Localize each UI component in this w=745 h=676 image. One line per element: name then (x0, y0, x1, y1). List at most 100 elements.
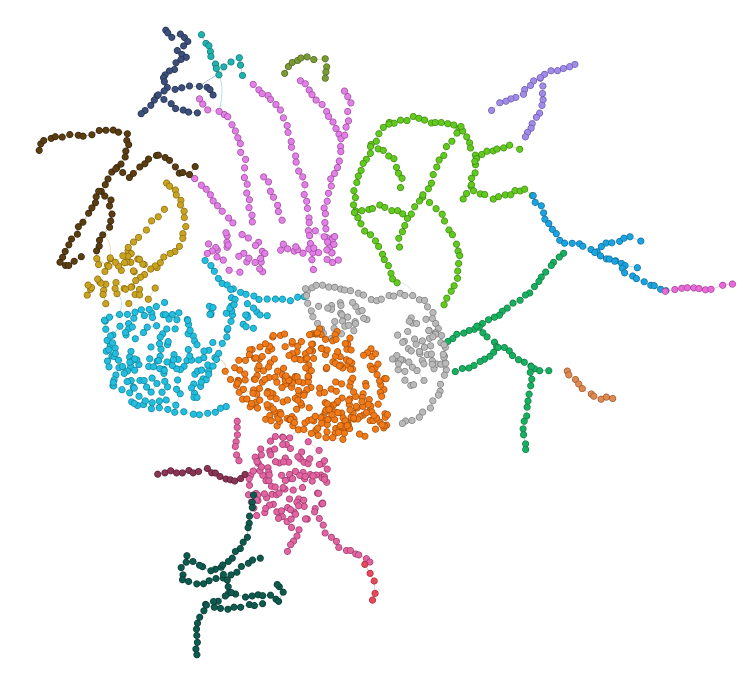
graph-node-c04 (236, 140, 244, 148)
graph-node-c07 (431, 118, 439, 127)
graph-node-c11 (146, 355, 154, 363)
graph-node-c11 (147, 388, 155, 396)
graph-node-c13 (451, 368, 459, 376)
graph-node-c11 (118, 362, 127, 371)
graph-node-c11 (152, 303, 160, 311)
graph-node-c11 (205, 370, 213, 378)
graph-node-c19 (279, 588, 287, 596)
graph-node-c15 (334, 409, 342, 417)
graph-node-c11 (164, 405, 172, 413)
graph-node-c13 (519, 425, 527, 433)
graph-node-c19 (205, 577, 213, 585)
graph-node-c07 (390, 155, 398, 163)
graph-node-c07 (463, 133, 471, 141)
graph-node-c09 (561, 239, 569, 247)
graph-node-c16 (278, 507, 286, 515)
graph-node-c16 (279, 440, 287, 449)
graph-node-c16 (294, 453, 302, 461)
graph-node-c04 (292, 152, 300, 160)
graph-node-c04 (248, 218, 256, 226)
graph-node-c05 (40, 136, 48, 145)
graph-node-c04 (284, 245, 292, 253)
graph-node-c11 (211, 408, 219, 416)
graph-node-c04 (309, 266, 317, 274)
graph-node-c19 (237, 603, 245, 611)
graph-node-c15 (278, 384, 286, 392)
graph-node-c16 (335, 543, 343, 552)
graph-node-c04 (225, 266, 233, 274)
graph-node-c14 (575, 380, 583, 388)
graph-node-c15 (300, 391, 308, 399)
graph-node-c16 (293, 532, 301, 540)
graph-node-c11 (143, 383, 151, 391)
graph-node-c09 (541, 215, 549, 223)
graph-node-c05 (105, 202, 114, 210)
graph-node-c04 (303, 204, 311, 212)
graph-node-c16 (279, 484, 287, 492)
graph-node-c11 (223, 333, 231, 341)
graph-node-c11 (184, 316, 192, 324)
graph-node-c11 (189, 410, 197, 418)
graph-node-c04 (237, 148, 245, 156)
graph-node-c12 (351, 320, 360, 328)
graph-node-c15 (226, 375, 235, 384)
graph-node-c13 (536, 367, 544, 375)
graph-node-c04 (276, 106, 284, 114)
graph-node-c07 (443, 294, 451, 302)
graph-node-c16 (295, 502, 303, 510)
graph-node-c11 (102, 325, 110, 333)
graph-node-c07 (350, 187, 358, 195)
graph-node-c15 (323, 364, 331, 372)
graph-node-c05 (101, 181, 109, 189)
graph-node-c07 (393, 279, 401, 287)
graph-node-c07 (440, 301, 448, 309)
graph-node-c05 (107, 196, 115, 204)
graph-node-c01 (150, 96, 158, 104)
graph-node-c11 (249, 324, 257, 332)
graph-node-c12 (398, 419, 406, 428)
graph-node-c04 (305, 219, 313, 227)
graph-node-c11 (197, 378, 205, 386)
graph-node-c16 (289, 486, 297, 494)
graph-node-c11 (171, 408, 179, 416)
graph-node-c15 (318, 419, 326, 427)
graph-node-c16 (271, 432, 279, 441)
graph-node-c11 (121, 328, 130, 337)
graph-node-c01 (160, 87, 168, 95)
graph-node-c15 (358, 398, 366, 406)
graph-node-c13 (525, 390, 533, 398)
graph-node-c19 (224, 605, 232, 613)
graph-node-c15 (305, 347, 314, 355)
graph-node-c17 (203, 464, 211, 473)
graph-node-c05 (104, 175, 112, 183)
graph-node-c11 (153, 322, 161, 330)
graph-node-c12 (346, 287, 355, 295)
graph-node-c19 (185, 577, 193, 586)
graph-node-c19 (216, 604, 225, 612)
graph-node-c15 (253, 404, 262, 412)
graph-node-c15 (323, 346, 331, 354)
graph-node-c06 (148, 217, 156, 225)
graph-node-c05 (125, 141, 133, 149)
graph-node-c19 (248, 556, 257, 564)
graph-node-c16 (319, 500, 327, 508)
graph-node-c05 (119, 168, 127, 177)
graph-node-c15 (269, 331, 277, 340)
graph-node-c11 (131, 335, 139, 343)
graph-node-c12 (325, 283, 333, 291)
graph-node-c12 (436, 380, 445, 388)
graph-node-c11 (169, 356, 177, 364)
graph-node-c11 (105, 346, 113, 354)
graph-node-c15 (256, 396, 264, 404)
graph-node-c04 (269, 193, 278, 201)
graph-node-c07 (395, 234, 403, 242)
graph-node-c16 (274, 514, 283, 522)
graph-node-c11 (111, 349, 119, 358)
graph-node-c07 (411, 203, 419, 211)
graph-node-c11 (107, 332, 115, 340)
graph-node-c16 (265, 471, 273, 479)
graph-node-c11 (186, 352, 194, 360)
graph-node-c12 (409, 292, 417, 300)
graph-node-c07 (395, 243, 404, 251)
graph-node-c13 (486, 352, 494, 360)
